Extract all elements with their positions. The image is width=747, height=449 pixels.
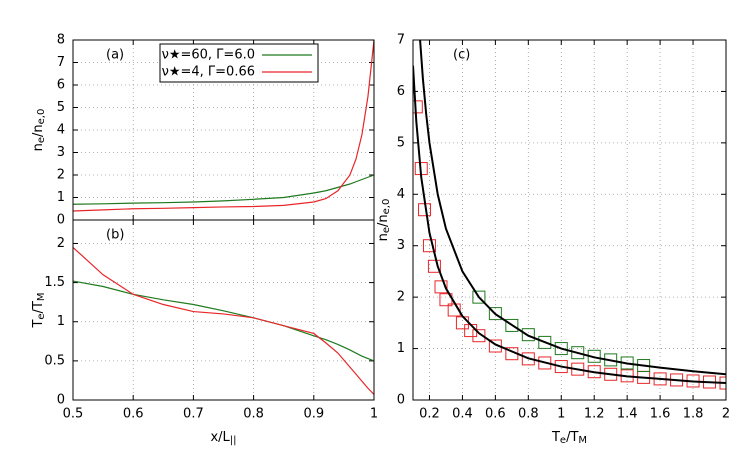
y-tick-label: 1.5 — [44, 275, 65, 290]
y-tick-label: 7 — [397, 33, 405, 48]
x-axis-label: x/L|| — [210, 430, 236, 447]
y-tick-label: 2 — [57, 236, 65, 251]
label-part: x/L — [210, 430, 230, 445]
marker — [427, 259, 441, 273]
y-tick-label: 2 — [57, 168, 65, 183]
line-series — [413, 65, 726, 385]
line-series — [73, 246, 374, 395]
y-tick-label: 6 — [397, 84, 405, 99]
marker — [505, 318, 519, 332]
y-tick-label: 8 — [57, 33, 65, 48]
x-tick-label: 0.6 — [123, 407, 144, 422]
line-series — [73, 280, 374, 362]
y-tick-label: 0 — [397, 393, 405, 408]
line-series — [73, 174, 374, 205]
x-tick-label: 0.9 — [303, 407, 324, 422]
subscript: M — [578, 435, 587, 446]
frame — [412, 39, 727, 401]
y-tick-label: 0 — [57, 213, 65, 228]
x-tick-label: 1.4 — [617, 407, 638, 422]
y-tick-label: 4 — [397, 187, 405, 202]
frame — [72, 219, 375, 401]
panel-label: (c) — [453, 48, 470, 63]
y-tick-label: 1 — [397, 341, 405, 356]
x-tick-label: 1.2 — [584, 407, 605, 422]
y-tick-label: 3 — [397, 238, 405, 253]
x-tick-label: 0.8 — [518, 407, 539, 422]
line-series — [419, 40, 726, 376]
subscript: M — [36, 292, 47, 301]
y-tick-label: 6 — [57, 78, 65, 93]
label-part: /n — [31, 124, 46, 137]
y-tick-label: 0 — [57, 393, 65, 408]
y-tick-label: 7 — [57, 55, 65, 70]
x-tick-label: 0.7 — [183, 407, 204, 422]
marker — [472, 329, 486, 343]
subscript: || — [230, 435, 237, 446]
y-tick-label: 3 — [57, 145, 65, 160]
marker — [455, 316, 469, 330]
x-tick-label: 1.6 — [650, 407, 671, 422]
y-tick-label: 5 — [397, 135, 405, 150]
subscript: e — [381, 227, 392, 233]
marker — [434, 280, 448, 294]
legend-label: ν★=4, Γ=0.66 — [162, 65, 255, 80]
x-tick-label: 0.5 — [63, 407, 84, 422]
label-part: T — [31, 320, 46, 329]
plot-area — [73, 40, 374, 212]
marker — [464, 324, 478, 338]
y-tick-label: 0.5 — [44, 353, 65, 368]
y-tick-label: 5 — [57, 100, 65, 115]
label-part: n — [31, 143, 46, 151]
panel-label: (a) — [106, 48, 124, 63]
y-axis-label: Te/TM — [31, 292, 48, 328]
subscript: e,0 — [381, 199, 392, 215]
legend-label: ν★=60, Γ=6.0 — [162, 48, 255, 63]
subscript: e — [560, 435, 566, 446]
x-tick-label: 1 — [557, 407, 565, 422]
plot-area — [73, 246, 374, 395]
x-axis-label: Te/TM — [551, 430, 587, 447]
y-tick-label: 2 — [397, 290, 405, 305]
subscript: e — [36, 313, 47, 319]
marker — [538, 335, 552, 349]
marker — [488, 307, 502, 321]
label-part: /n — [376, 214, 391, 227]
marker — [571, 346, 585, 360]
y-axis-label: ne/ne,0 — [31, 109, 48, 152]
label-part: T — [551, 430, 560, 445]
x-tick-label: 1.8 — [683, 407, 704, 422]
x-tick-label: 0.8 — [243, 407, 264, 422]
y-tick-label: 1 — [57, 190, 65, 205]
marker — [554, 342, 568, 356]
subscript: e — [36, 137, 47, 143]
legend-box — [159, 43, 319, 83]
x-tick-label: 2 — [722, 407, 730, 422]
panel-label: (b) — [106, 228, 124, 243]
y-axis-label: ne/ne,0 — [376, 199, 393, 242]
x-tick-label: 0.4 — [452, 407, 473, 422]
y-tick-label: 1 — [57, 314, 65, 329]
marker — [472, 290, 486, 304]
subscript: e,0 — [36, 109, 47, 125]
y-tick-label: 4 — [57, 123, 65, 138]
label-part: n — [376, 233, 391, 241]
x-tick-label: 0.2 — [419, 407, 440, 422]
label-part: /T — [566, 430, 578, 445]
label-part: /T — [31, 301, 46, 313]
marker — [422, 239, 436, 253]
line-series — [73, 40, 374, 212]
plot-area — [413, 40, 726, 390]
marker — [554, 360, 568, 374]
marker — [521, 328, 535, 342]
x-tick-label: 0.6 — [485, 407, 506, 422]
x-tick-label: 1 — [370, 407, 378, 422]
